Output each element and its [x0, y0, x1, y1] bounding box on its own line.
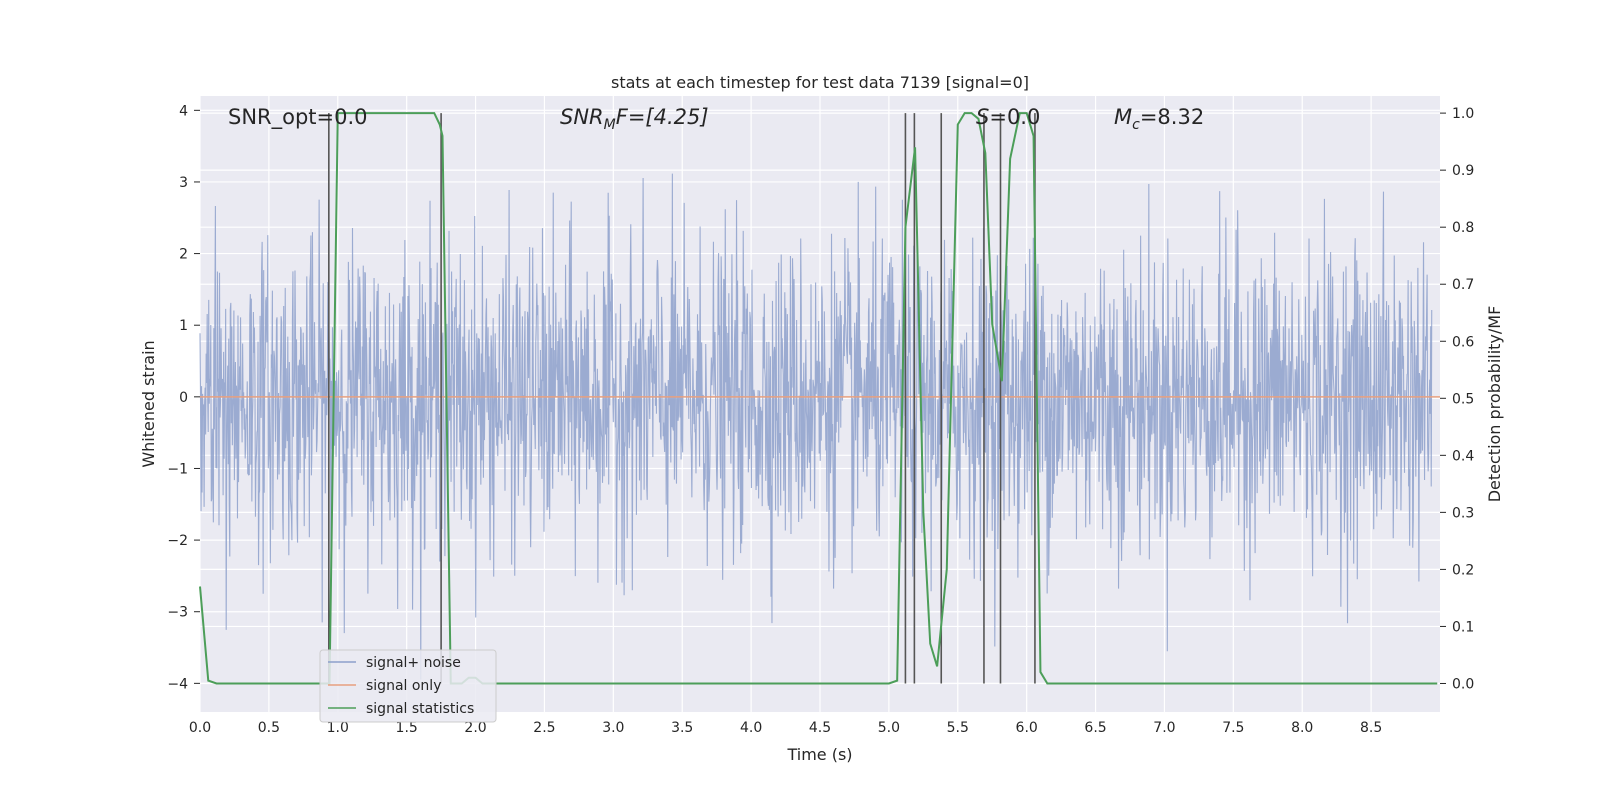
x-tick-label: 2.5	[533, 720, 555, 736]
annotation-snr-mf-sub: M	[604, 117, 616, 133]
x-tick-label: 7.0	[1153, 720, 1175, 736]
x-axis-ticks: 0.0 0.5 1.0 1.5 2.0 2.5 3.0 3.5 4.0 4.5 5.0 5.5 6.0 6…	[189, 720, 1382, 736]
legend-label-signal-noise: signal+ noise	[366, 655, 461, 671]
y-tick-label-left: 0	[179, 390, 188, 406]
x-tick-label: 4.5	[809, 720, 831, 736]
y-tick-label-right: 0.1	[1452, 619, 1474, 635]
noise-line	[199, 173, 1433, 680]
x-tick-label: 1.5	[396, 720, 418, 736]
y-tick-label-left: 2	[179, 247, 188, 263]
legend: signal+ noise signal only signal statist…	[319, 649, 497, 723]
y-axis-left-label: Whitened strain	[139, 340, 158, 467]
series-signal-statistics	[199, 112, 1438, 685]
x-tick-label: 8.0	[1291, 720, 1313, 736]
x-tick-label: 6.5	[1084, 720, 1106, 736]
annotation-snr-opt: SNR_opt=0.0	[228, 105, 368, 130]
y-tick-label-right: 0.8	[1452, 220, 1474, 236]
x-tick-label: 8.5	[1360, 720, 1382, 736]
annotation-snr-mf-rest: F=[4.25]	[616, 105, 709, 129]
legend-label-signal-statistics: signal statistics	[366, 701, 474, 717]
y-axis-right-label: Detection probability/MF	[1485, 306, 1504, 503]
y-tick-label-left: 4	[179, 103, 188, 119]
x-tick-label: 1.0	[327, 720, 349, 736]
y-tick-label-left: −4	[167, 676, 188, 692]
annotation-s: S=0.0	[976, 105, 1040, 129]
y-tick-label-right: 1.0	[1452, 106, 1474, 122]
annotation-snr-mf: SNRMF=[4.25]	[560, 105, 709, 133]
x-tick-label: 5.5	[947, 720, 969, 736]
vertical-lines	[328, 113, 1036, 684]
x-tick-label: 6.0	[1016, 720, 1038, 736]
y-tick-label-left: 3	[179, 175, 188, 191]
x-tick-label: 0.0	[189, 720, 211, 736]
legend-box	[319, 649, 497, 723]
y-tick-label-right: 0.5	[1452, 391, 1474, 407]
x-axis-label: Time (s)	[786, 745, 852, 764]
series-signal-noise	[199, 173, 1433, 680]
x-tick-label: 5.0	[878, 720, 900, 736]
x-tick-label: 4.0	[740, 720, 762, 736]
x-tick-label: 2.0	[464, 720, 486, 736]
x-tick-label: 3.0	[602, 720, 624, 736]
y-tick-label-right: 0.0	[1452, 676, 1474, 692]
y-tick-label-left: 1	[179, 318, 188, 334]
chart-title: stats at each timestep for test data 713…	[611, 73, 1029, 92]
legend-label-signal-only: signal only	[366, 678, 441, 694]
annotation-s-italic: S	[976, 105, 989, 129]
y-tick-label-left: −1	[167, 461, 188, 477]
y-tick-label-right: 0.9	[1452, 163, 1474, 179]
y-tick-label-right: 0.3	[1452, 505, 1474, 521]
annotation-mc: Mc=8.32	[1114, 105, 1204, 133]
annotation-snr-mf-base: SNR	[560, 105, 604, 129]
annotation-s-rest: =0.0	[989, 105, 1040, 129]
y-tick-label-right: 0.6	[1452, 334, 1474, 350]
x-tick-label: 0.5	[258, 720, 280, 736]
y-tick-label-left: −3	[167, 605, 188, 621]
signal-statistics-line	[199, 112, 1438, 685]
y-axis-right-ticks: 0.0 0.1 0.2 0.3 0.4 0.5 0.6 0.7 0.8 0.9 1.0	[1440, 106, 1474, 692]
y-tick-label-right: 0.2	[1452, 562, 1474, 578]
y-tick-label-right: 0.4	[1452, 448, 1474, 464]
y-tick-label-right: 0.7	[1452, 277, 1474, 293]
x-tick-label: 3.5	[671, 720, 693, 736]
x-tick-label: 7.5	[1222, 720, 1244, 736]
y-axis-left-ticks: −4 −3 −2 −1 0 1 2 3 4	[167, 103, 200, 692]
annotation-mc-rest: =8.32	[1140, 105, 1204, 129]
annotation-mc-sub: c	[1132, 117, 1140, 133]
annotation-mc-base: M	[1114, 105, 1132, 129]
y-tick-label-left: −2	[167, 533, 188, 549]
